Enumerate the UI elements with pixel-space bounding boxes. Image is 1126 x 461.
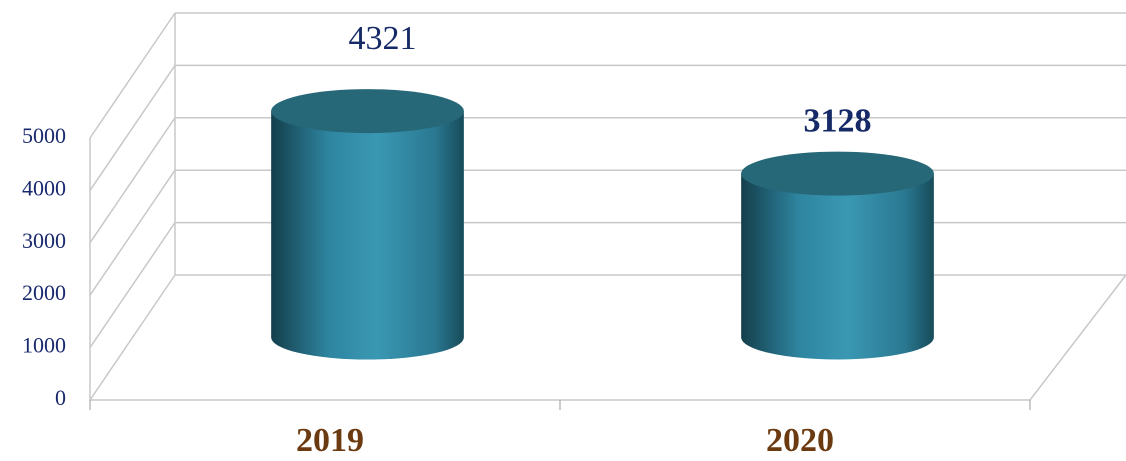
y-tick-label: 0: [55, 385, 66, 410]
grid-line: [89, 12, 176, 139]
x-tick-label: 2020: [766, 422, 834, 459]
cylinder-top: [271, 89, 464, 134]
x-tick-label: 2019: [296, 422, 364, 459]
grid-line: [89, 169, 176, 296]
floor-right: [1029, 274, 1126, 401]
grid-line: [89, 222, 176, 349]
value-label: 4321: [349, 20, 417, 57]
cylinder-body: [271, 111, 464, 360]
grid-line: [89, 274, 176, 401]
y-tick-label: 5000: [22, 123, 66, 148]
grid-line: [89, 117, 176, 244]
y-tick-label: 2000: [22, 280, 66, 305]
value-label: 3128: [804, 102, 872, 139]
cylinder-top: [741, 151, 934, 196]
cylinder-body: [741, 173, 934, 360]
y-tick-label: 4000: [22, 175, 66, 200]
y-tick-label: 3000: [22, 228, 66, 253]
grid-line: [89, 64, 176, 191]
grid: [89, 12, 1126, 401]
y-tick-label: 1000: [22, 333, 66, 358]
